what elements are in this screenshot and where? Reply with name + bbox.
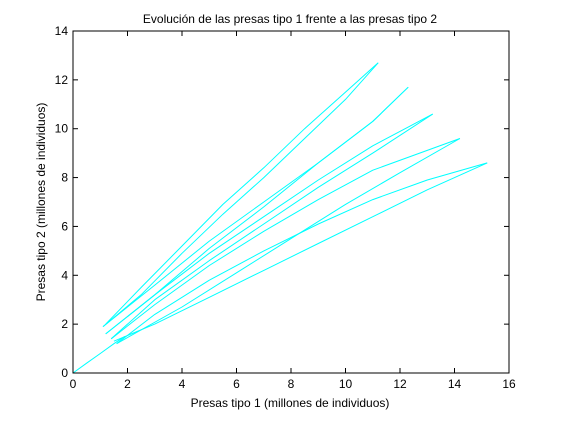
y-tick-label: 10 bbox=[55, 122, 69, 136]
x-tick-label: 2 bbox=[124, 377, 131, 391]
y-tick-label: 8 bbox=[61, 171, 68, 185]
y-axis-ticks: 0 2 4 6 8 10 12 14 bbox=[55, 24, 509, 380]
y-tick-label: 4 bbox=[61, 268, 68, 282]
y-axis-label: Presas tipo 2 (millones de individuos) bbox=[34, 103, 48, 302]
series-line bbox=[110, 113, 433, 340]
x-tick-label: 14 bbox=[448, 377, 462, 391]
x-tick-label: 8 bbox=[288, 377, 295, 391]
chart-title: Evolución de las presas tipo 1 frente a … bbox=[143, 12, 437, 26]
x-tick-label: 6 bbox=[233, 377, 240, 391]
x-tick-label: 16 bbox=[502, 377, 516, 391]
y-tick-label: 2 bbox=[61, 317, 68, 331]
x-axis-ticks: 0 2 4 6 8 10 12 14 16 bbox=[70, 31, 516, 391]
x-tick-label: 12 bbox=[393, 377, 407, 391]
series-line bbox=[116, 162, 488, 345]
series-line bbox=[110, 138, 461, 340]
series-line bbox=[102, 62, 379, 327]
series-line bbox=[113, 162, 488, 342]
series-layer bbox=[72, 62, 488, 374]
x-tick-label: 10 bbox=[339, 377, 353, 391]
series-line bbox=[116, 138, 461, 345]
y-tick-label: 6 bbox=[61, 219, 68, 233]
plot-area bbox=[72, 30, 510, 374]
series-line bbox=[105, 62, 379, 325]
series-line bbox=[72, 335, 126, 374]
x-tick-label: 4 bbox=[179, 377, 186, 391]
series-line bbox=[105, 113, 433, 335]
y-tick-label: 14 bbox=[55, 24, 69, 38]
y-tick-label: 12 bbox=[55, 73, 69, 87]
x-axis-label: Presas tipo 1 (millones de individuos) bbox=[191, 396, 390, 410]
y-tick-label: 0 bbox=[61, 366, 68, 380]
x-tick-label: 0 bbox=[70, 377, 77, 391]
